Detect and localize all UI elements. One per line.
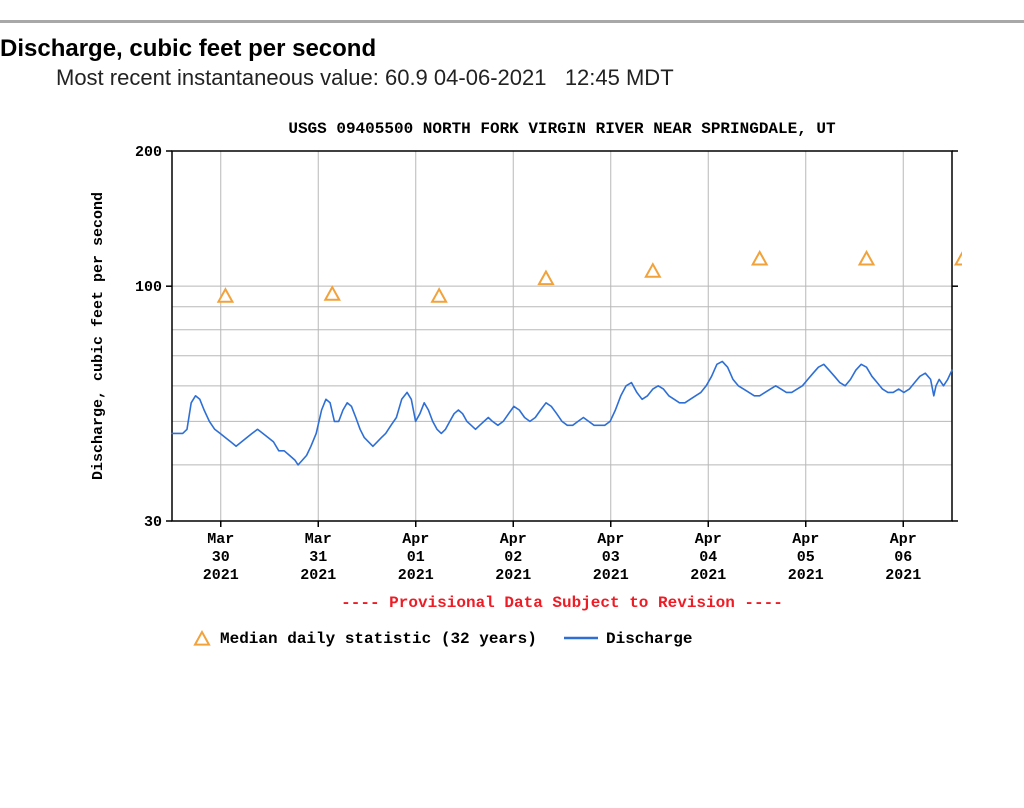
recent-date: 04-06-2021 — [434, 65, 547, 90]
chart-svg: USGS 09405500 NORTH FORK VIRGIN RIVER NE… — [62, 111, 962, 711]
x-tick-label: 03 — [602, 549, 620, 566]
x-tick-label: 01 — [407, 549, 425, 566]
median-marker — [753, 252, 767, 265]
legend-discharge-label: Discharge — [606, 630, 692, 648]
x-tick-label: Apr — [792, 531, 819, 548]
discharge-chart: USGS 09405500 NORTH FORK VIRGIN RIVER NE… — [62, 111, 962, 711]
recent-time: 12:45 MDT — [565, 65, 674, 90]
x-tick-label: 2021 — [690, 567, 726, 584]
subtitle-prefix: Most recent instantaneous value: — [56, 65, 385, 90]
x-tick-label: Apr — [695, 531, 722, 548]
x-tick-label: Apr — [500, 531, 527, 548]
y-axis-label: Discharge, cubic feet per second — [90, 192, 107, 480]
median-marker — [956, 252, 962, 265]
x-tick-label: 05 — [797, 549, 815, 566]
median-marker — [646, 264, 660, 277]
y-tick-label: 100 — [135, 279, 162, 296]
x-tick-label: 2021 — [203, 567, 239, 584]
x-tick-label: 2021 — [398, 567, 434, 584]
plot-border — [172, 151, 952, 521]
x-tick-label: 2021 — [788, 567, 824, 584]
x-tick-label: 04 — [699, 549, 717, 566]
median-marker — [539, 272, 553, 285]
x-tick-label: Apr — [402, 531, 429, 548]
page-title: Discharge, cubic feet per second — [0, 35, 1024, 63]
x-tick-label: 2021 — [495, 567, 531, 584]
x-tick-label: Mar — [305, 531, 332, 548]
recent-value: 60.9 — [385, 65, 428, 90]
legend-median-label: Median daily statistic (32 years) — [220, 630, 537, 648]
median-marker — [432, 289, 446, 302]
divider — [0, 20, 1024, 23]
x-tick-label: Apr — [890, 531, 917, 548]
x-tick-label: 2021 — [885, 567, 921, 584]
discharge-line — [172, 361, 952, 465]
y-tick-label: 30 — [144, 514, 162, 531]
y-tick-label: 200 — [135, 144, 162, 161]
page-subtitle: Most recent instantaneous value: 60.9 04… — [56, 65, 1024, 91]
x-tick-label: Apr — [597, 531, 624, 548]
x-tick-label: 02 — [504, 549, 522, 566]
x-tick-label: 06 — [894, 549, 912, 566]
chart-title: USGS 09405500 NORTH FORK VIRGIN RIVER NE… — [288, 120, 836, 138]
median-marker — [860, 252, 874, 265]
x-tick-label: 2021 — [593, 567, 629, 584]
legend-median-icon — [195, 632, 209, 645]
page-header: Discharge, cubic feet per second Most re… — [0, 35, 1024, 91]
x-tick-label: 30 — [212, 549, 230, 566]
x-tick-label: 2021 — [300, 567, 336, 584]
x-tick-label: 31 — [309, 549, 327, 566]
x-tick-label: Mar — [207, 531, 234, 548]
median-marker — [325, 287, 339, 300]
provisional-note: ---- Provisional Data Subject to Revisio… — [341, 594, 783, 612]
